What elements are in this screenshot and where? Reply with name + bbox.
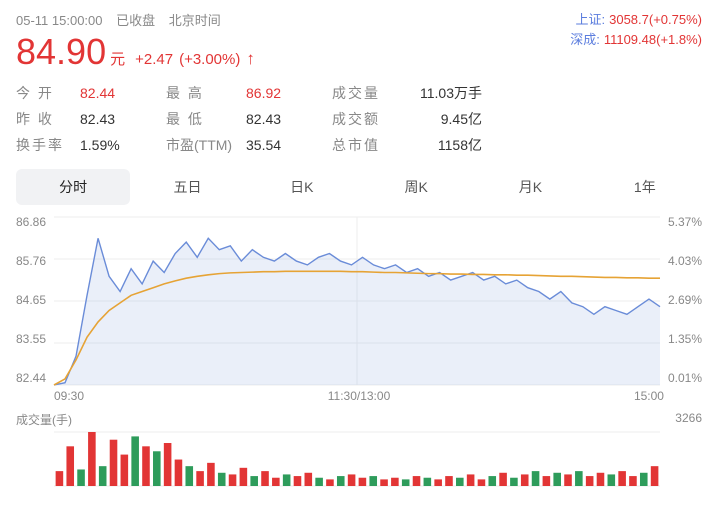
turn-value: 1.59%: [80, 137, 158, 153]
price-pct: (+3.00%): [179, 51, 240, 68]
price-unit: 元: [110, 48, 125, 69]
tab-monthly[interactable]: 月K: [473, 169, 587, 205]
index-sh-value: 3058.7: [609, 12, 649, 27]
yl-1: 85.76: [16, 254, 46, 268]
status-tz: 北京时间: [169, 13, 221, 28]
high-label: 最 高: [166, 83, 238, 103]
price-chart-svg: [16, 215, 702, 407]
vol-label: 成交量: [332, 83, 388, 103]
pe-label: 市盈(TTM): [166, 135, 238, 155]
price-chart[interactable]: 86.86 85.76 84.65 83.55 82.44 5.37% 4.03…: [16, 215, 702, 407]
volume-chart-svg: [16, 430, 702, 488]
low-value: 82.43: [246, 111, 324, 127]
yr-0: 5.37%: [668, 215, 702, 229]
yr-3: 1.35%: [668, 332, 702, 346]
tab-daily[interactable]: 日K: [245, 169, 359, 205]
turn-label: 换手率: [16, 135, 72, 155]
status-line: 05-11 15:00:00 已收盘 北京时间: [16, 10, 255, 29]
tab-weekly[interactable]: 周K: [359, 169, 473, 205]
stock-panel: 05-11 15:00:00 已收盘 北京时间 84.90 元 +2.47 (+…: [0, 0, 718, 496]
yr-4: 0.01%: [668, 371, 702, 385]
tab-intraday[interactable]: 分时: [16, 169, 130, 205]
pe-value: 35.54: [246, 137, 324, 153]
up-arrow-icon: ↑: [246, 49, 255, 69]
stats-grid: 今 开 82.44 最 高 86.92 成交量 11.03万手 昨 收 82.4…: [16, 83, 702, 155]
index-sz: 深成: 11109.48(+1.8%): [570, 30, 702, 50]
yl-0: 86.86: [16, 215, 46, 229]
open-value: 82.44: [80, 85, 158, 101]
index-sh-change: (+0.75%): [649, 12, 702, 27]
timeframe-tabs: 分时 五日 日K 周K 月K 1年: [16, 169, 702, 205]
cap-label: 总市值: [332, 135, 388, 155]
price-delta: +2.47: [135, 51, 173, 68]
header-left: 05-11 15:00:00 已收盘 北京时间 84.90 元 +2.47 (+…: [16, 10, 255, 73]
index-sh: 上证: 3058.7(+0.75%): [570, 10, 702, 30]
tab-1year[interactable]: 1年: [588, 169, 702, 205]
volume-label: 成交量(手): [16, 411, 72, 428]
index-sz-value: 11109.48: [604, 32, 656, 47]
index-sh-label: 上证:: [575, 12, 605, 27]
yl-3: 83.55: [16, 332, 46, 346]
price-value: 84.90: [16, 31, 106, 73]
yr-1: 4.03%: [668, 254, 702, 268]
index-sz-change: (+1.8%): [656, 32, 702, 47]
y-axis-right: 5.37% 4.03% 2.69% 1.35% 0.01%: [668, 215, 702, 385]
status-datetime: 05-11 15:00:00: [16, 13, 103, 28]
amt-value: 9.45亿: [396, 109, 482, 129]
status-state: 已收盘: [116, 13, 155, 28]
high-value: 86.92: [246, 85, 324, 101]
volume-chart[interactable]: [16, 430, 702, 488]
yl-4: 82.44: [16, 371, 46, 385]
amt-label: 成交额: [332, 109, 388, 129]
index-sz-label: 深成:: [570, 32, 600, 47]
volume-header: 成交量(手) 3266: [16, 411, 702, 428]
prev-value: 82.43: [80, 111, 158, 127]
open-label: 今 开: [16, 83, 72, 103]
low-label: 最 低: [166, 109, 238, 129]
tab-5day[interactable]: 五日: [130, 169, 244, 205]
indices: 上证: 3058.7(+0.75%) 深成: 11109.48(+1.8%): [570, 10, 702, 49]
volume-max: 3266: [675, 411, 702, 428]
prev-label: 昨 收: [16, 109, 72, 129]
yl-2: 84.65: [16, 293, 46, 307]
cap-value: 1158亿: [396, 135, 482, 155]
yr-2: 2.69%: [668, 293, 702, 307]
price-row: 84.90 元 +2.47 (+3.00%) ↑: [16, 31, 255, 73]
y-axis-left: 86.86 85.76 84.65 83.55 82.44: [16, 215, 46, 385]
header-row: 05-11 15:00:00 已收盘 北京时间 84.90 元 +2.47 (+…: [16, 10, 702, 73]
vol-value: 11.03万手: [396, 83, 482, 103]
